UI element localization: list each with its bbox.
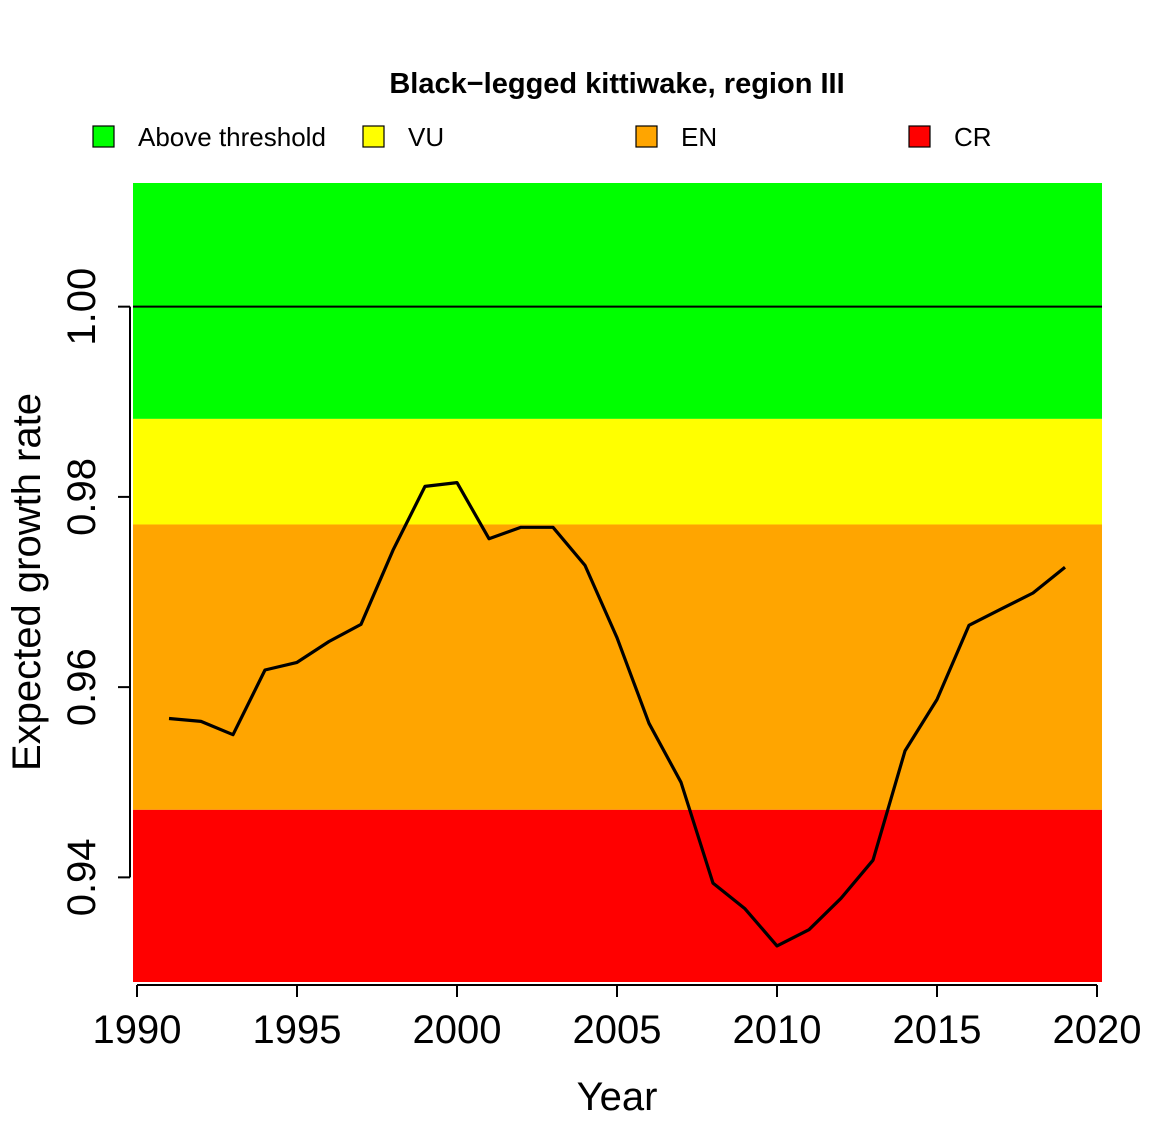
y-axis: 0.94 0.96 0.98 1.00 [60, 268, 131, 916]
x-tick-label: 2015 [893, 1008, 982, 1052]
legend-swatch-vu [362, 125, 385, 148]
y-tick-label: 0.98 [60, 458, 104, 536]
band-cr [133, 809, 1102, 982]
y-tick-label: 1.00 [60, 268, 104, 346]
legend-label-en: EN [681, 122, 717, 152]
legend: Above threshold VU EN CR [92, 122, 992, 152]
legend-label-cr: CR [954, 122, 992, 152]
x-axis: 1990 1995 2000 2005 2010 2015 2020 [93, 984, 1142, 1052]
x-tick-label: 1990 [93, 1008, 182, 1052]
x-axis-title: Year [577, 1075, 658, 1119]
band-en [133, 524, 1102, 810]
threshold-bands [133, 183, 1102, 982]
y-axis-title: Expected growth rate [5, 393, 49, 771]
y-tick-label: 0.96 [60, 648, 104, 726]
x-tick-label: 1995 [253, 1008, 342, 1052]
band-above-threshold [133, 183, 1102, 419]
chart-title: Black−legged kittiwake, region III [389, 68, 844, 100]
legend-swatch-cr [908, 125, 931, 148]
legend-swatch-en [635, 125, 658, 148]
y-tick-label: 0.94 [60, 838, 104, 916]
x-tick-label: 2005 [573, 1008, 662, 1052]
x-tick-label: 2000 [413, 1008, 502, 1052]
band-vu [133, 418, 1102, 525]
series-line [168, 481, 1067, 948]
legend-swatch-above-threshold [92, 125, 115, 148]
x-tick-label: 2020 [1053, 1008, 1142, 1052]
x-tick-label: 2010 [733, 1008, 822, 1052]
legend-label-vu: VU [408, 122, 444, 152]
legend-label-above-threshold: Above threshold [138, 122, 326, 152]
